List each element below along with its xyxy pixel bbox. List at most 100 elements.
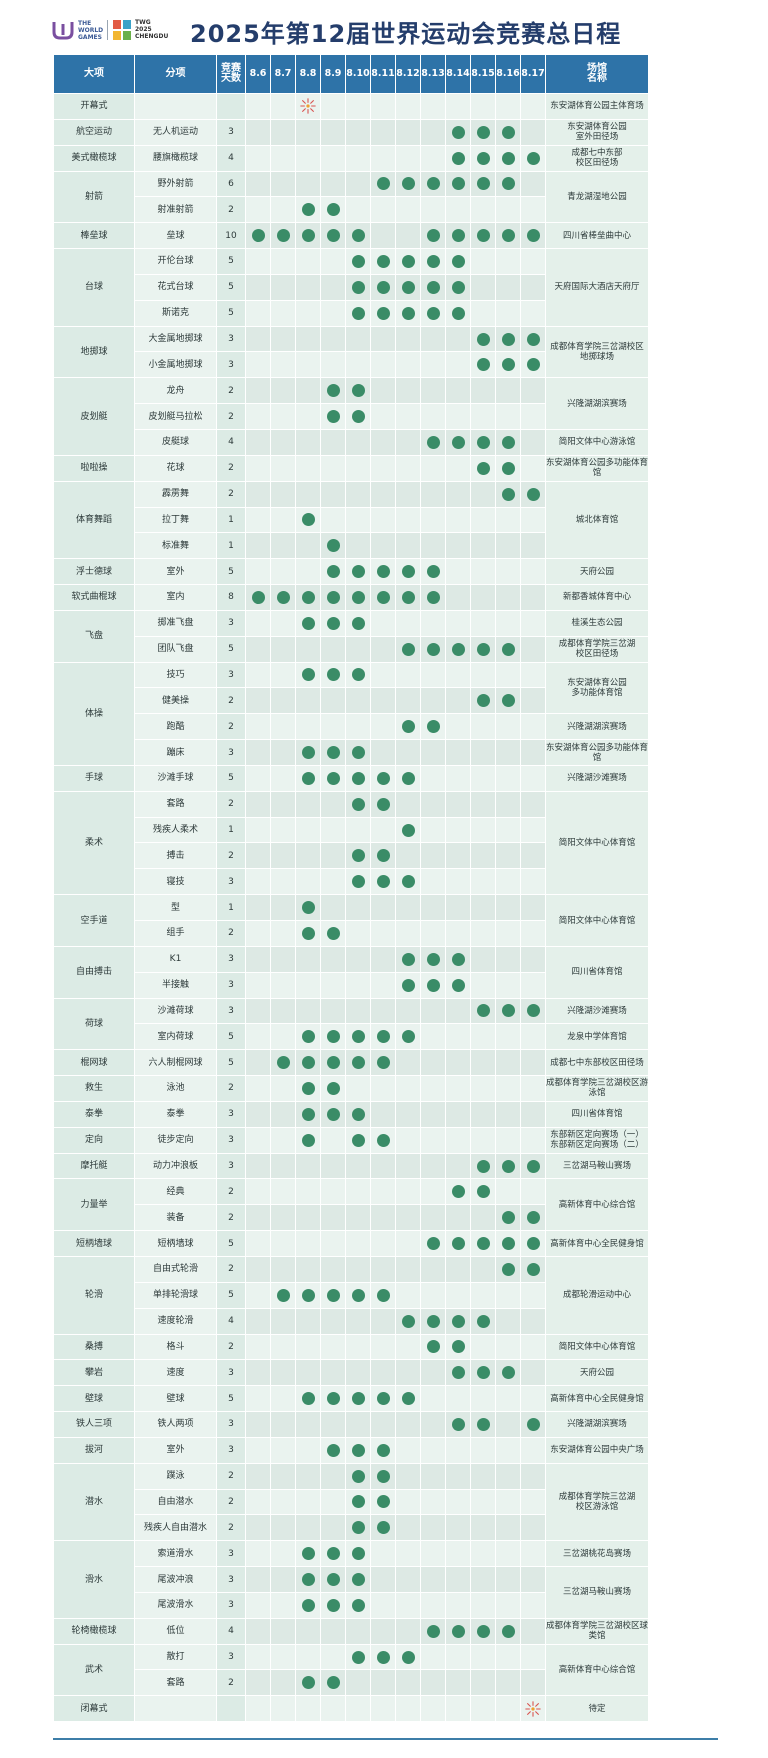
date-cell [445, 1255, 471, 1283]
date-cell [495, 739, 521, 766]
date-cell [345, 144, 371, 172]
date-cell [445, 351, 471, 379]
date-cell [270, 1307, 296, 1335]
date-cell [420, 1307, 446, 1335]
date-cell [320, 1411, 346, 1438]
venue-cell: 成都体育学院三岔湖 校区田径场 [545, 635, 649, 663]
date-cell [270, 1669, 296, 1697]
competition-dot [326, 1056, 340, 1070]
date-cell [395, 1307, 421, 1335]
table-row: 棒垒球 垒球 10 四川省棒垒曲中心 [53, 222, 649, 250]
date-cell [320, 1617, 346, 1645]
date-cell [495, 997, 521, 1025]
date-cell [245, 842, 271, 870]
competition-dot [451, 306, 465, 320]
date-cell [245, 945, 271, 973]
date-cell [520, 1695, 546, 1723]
date-cell [370, 1566, 396, 1593]
date-cell [270, 816, 296, 844]
date-cell [245, 273, 271, 301]
date-cell [370, 222, 396, 250]
sub-event-cell: 搏击 [134, 842, 217, 870]
date-cell [270, 1359, 296, 1387]
date-cell [520, 945, 546, 973]
date-cell [345, 687, 371, 715]
competition-dot [326, 746, 340, 760]
date-cell [370, 144, 396, 172]
sub-event-cell: 组手 [134, 920, 217, 947]
competition-dot [501, 1211, 515, 1225]
date-cell [320, 609, 346, 637]
competition-dot [401, 952, 415, 966]
competition-dot [376, 1288, 390, 1302]
date-cell [345, 816, 371, 844]
date-cell [495, 609, 521, 637]
date-cell [370, 377, 396, 405]
date-cell [445, 1204, 471, 1232]
days-cell: 4 [216, 1617, 246, 1645]
table-row: 飞盘 掷准飞盘 3 桂溪生态公园 [53, 609, 649, 663]
date-cell [270, 403, 296, 430]
date-cell [495, 1204, 521, 1232]
date-cell [270, 1023, 296, 1051]
date-cell [420, 506, 446, 534]
table-row: 武术 散打 3 高新体育中心综合馆 [53, 1643, 649, 1697]
date-cell [445, 1152, 471, 1180]
date-cell [270, 480, 296, 508]
competition-dot [351, 1443, 365, 1457]
date-cell [370, 1385, 396, 1413]
competition-dot [426, 590, 440, 604]
sub-event-cell: 团队飞盘 [134, 635, 217, 663]
days-cell: 3 [216, 1540, 246, 1568]
date-cell [295, 1023, 321, 1051]
date-cell [295, 506, 321, 534]
date-cell [395, 558, 421, 586]
date-cell [470, 1436, 496, 1464]
date-cell [245, 558, 271, 586]
date-cell [345, 248, 371, 275]
date-cell [320, 1023, 346, 1051]
date-cell [320, 1669, 346, 1697]
competition-dot [376, 565, 390, 579]
competition-dot [401, 642, 415, 656]
date-cell [395, 868, 421, 896]
competition-dot [426, 306, 440, 320]
date-cell [520, 790, 546, 818]
competition-dot [401, 771, 415, 785]
date-cell [345, 1411, 371, 1438]
event-cell: 潜水 [53, 1462, 135, 1542]
days-cell: 2 [216, 377, 246, 405]
date-cell [320, 1514, 346, 1542]
competition-dot [426, 1624, 440, 1638]
table-row: 闭幕式 待定 [53, 1695, 649, 1723]
date-cell [470, 584, 496, 611]
date-cell [470, 1255, 496, 1283]
sub-event-cell: 标准舞 [134, 532, 217, 560]
table-row: 射箭 野外射箭 6 青龙湖湿地公园 [53, 170, 649, 224]
venue-cell: 桂溪生态公园 [545, 609, 649, 637]
competition-dot [401, 280, 415, 294]
date-cell [370, 558, 396, 586]
date-cell [345, 1514, 371, 1542]
date-cell [270, 377, 296, 405]
competition-dot [351, 590, 365, 604]
date-cell [270, 920, 296, 947]
competition-dot [351, 1133, 365, 1147]
date-cell [420, 584, 446, 611]
sub-event-cell: 无人机运动 [134, 118, 217, 146]
date-cell [295, 403, 321, 430]
table-row: 拔河 室外 3 东安湖体育公园中央广场 [53, 1436, 649, 1464]
world-games-logo-icon [52, 22, 74, 40]
days-cell: 5 [216, 248, 246, 275]
date-cell [445, 93, 471, 120]
date-cell [370, 1643, 396, 1671]
date-cell [495, 1462, 521, 1490]
date-cell [445, 222, 471, 250]
date-cell [295, 1540, 321, 1568]
competition-dot [501, 694, 515, 708]
header-date: 8.7 [270, 54, 296, 94]
date-cell [395, 920, 421, 947]
header-date: 8.8 [295, 54, 321, 94]
event-cell: 体操 [53, 661, 135, 766]
competition-dot [401, 306, 415, 320]
